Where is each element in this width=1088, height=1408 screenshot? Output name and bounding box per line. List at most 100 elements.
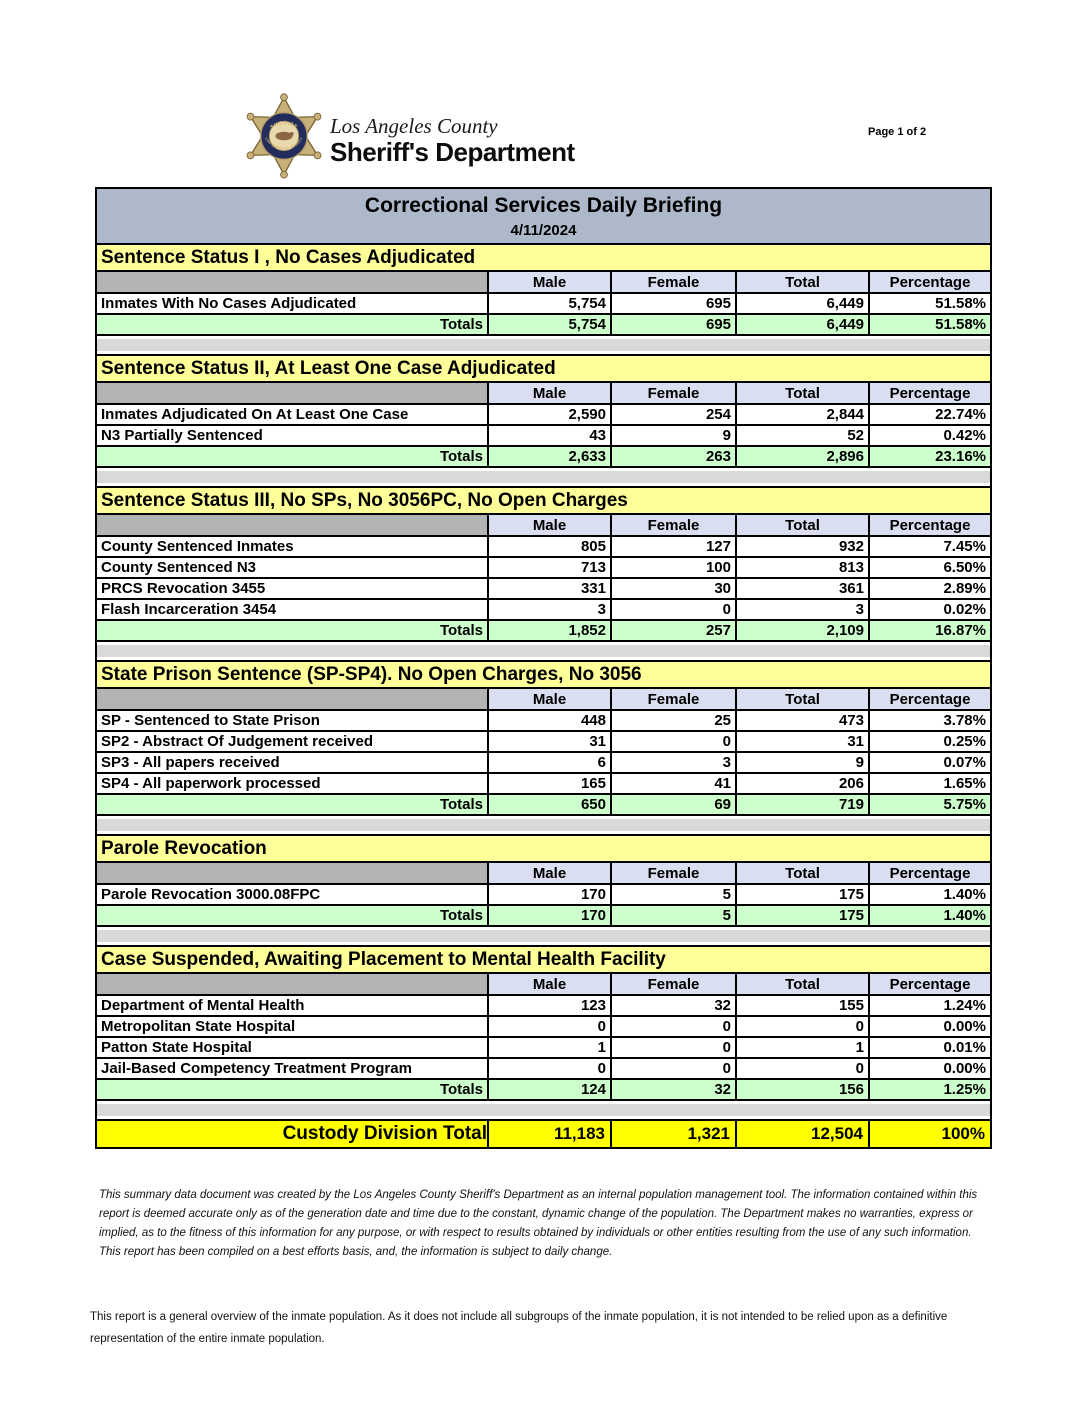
column-header-blank <box>95 513 489 537</box>
cell-total: 175 <box>735 883 870 906</box>
cell-female: 0 <box>610 1057 737 1080</box>
section-spacer <box>95 640 992 662</box>
cell-male: 165 <box>487 772 612 795</box>
column-header-blank <box>95 972 489 996</box>
table-row: Metropolitan State Hospital 0 0 0 0.00% <box>95 1015 992 1038</box>
cell-male: 1 <box>487 1036 612 1059</box>
section-spacer <box>95 1099 992 1121</box>
cell-female: 3 <box>610 751 737 774</box>
column-header-row: Male Female Total Percentage <box>95 513 992 537</box>
totals-male: 124 <box>487 1078 612 1101</box>
cell-total: 206 <box>735 772 870 795</box>
column-header-row: Male Female Total Percentage <box>95 381 992 405</box>
col-header-total: Total <box>735 513 870 537</box>
totals-percentage: 1.40% <box>868 904 992 927</box>
totals-male: 5,754 <box>487 313 612 336</box>
cell-male: 31 <box>487 730 612 753</box>
cell-female: 41 <box>610 772 737 795</box>
grand-total-label: Custody Division Total <box>95 1119 489 1149</box>
totals-total: 175 <box>735 904 870 927</box>
totals-total: 2,109 <box>735 619 870 642</box>
section-header: Sentence Status II, At Least One Case Ad… <box>95 354 992 383</box>
cell-percentage: 1.40% <box>868 883 992 906</box>
row-label: SP3 - All papers received <box>95 751 489 774</box>
column-header-blank <box>95 381 489 405</box>
totals-total: 2,896 <box>735 445 870 468</box>
cell-percentage: 0.00% <box>868 1015 992 1038</box>
section-spacer <box>95 334 992 356</box>
cell-female: 127 <box>610 535 737 558</box>
section-spacer <box>95 466 992 488</box>
cell-female: 9 <box>610 424 737 447</box>
col-header-percentage: Percentage <box>868 270 992 294</box>
column-header-row: Male Female Total Percentage <box>95 270 992 294</box>
totals-total: 156 <box>735 1078 870 1101</box>
section-title: Parole Revocation <box>95 834 992 863</box>
column-header-blank <box>95 270 489 294</box>
cell-percentage: 7.45% <box>868 535 992 558</box>
report-title: Correctional Services Daily Briefing <box>364 194 723 217</box>
cell-male: 713 <box>487 556 612 579</box>
totals-row: Totals 5,754 695 6,449 51.58% <box>95 313 992 336</box>
totals-percentage: 51.58% <box>868 313 992 336</box>
col-header-female: Female <box>610 861 737 885</box>
cell-percentage: 6.50% <box>868 556 992 579</box>
col-header-female: Female <box>610 381 737 405</box>
cell-female: 254 <box>610 403 737 426</box>
totals-row: Totals 2,633 263 2,896 23.16% <box>95 445 992 468</box>
section-spacer <box>95 925 992 947</box>
cell-total: 0 <box>735 1057 870 1080</box>
section-title: Sentence Status III, No SPs, No 3056PC, … <box>95 486 992 515</box>
col-header-male: Male <box>487 513 612 537</box>
logo-county-line: Los Angeles County <box>330 114 498 138</box>
table-row: PRCS Revocation 3455 331 30 361 2.89% <box>95 577 992 600</box>
col-header-total: Total <box>735 381 870 405</box>
totals-percentage: 5.75% <box>868 793 992 816</box>
col-header-total: Total <box>735 687 870 711</box>
col-header-male: Male <box>487 687 612 711</box>
section-header: Parole Revocation <box>95 834 992 863</box>
row-label: Jail-Based Competency Treatment Program <box>95 1057 489 1080</box>
col-header-percentage: Percentage <box>868 381 992 405</box>
column-header-row: Male Female Total Percentage <box>95 972 992 996</box>
cell-percentage: 0.25% <box>868 730 992 753</box>
col-header-male: Male <box>487 381 612 405</box>
column-header-row: Male Female Total Percentage <box>95 861 992 885</box>
cell-female: 5 <box>610 883 737 906</box>
totals-row: Totals 1,852 257 2,109 16.87% <box>95 619 992 642</box>
section-header: Sentence Status I , No Cases Adjudicated <box>95 243 992 272</box>
cell-female: 0 <box>610 1015 737 1038</box>
cell-male: 3 <box>487 598 612 621</box>
svg-text:SHERIFF: SHERIFF <box>269 120 298 130</box>
cell-percentage: 0.01% <box>868 1036 992 1059</box>
cell-male: 123 <box>487 994 612 1017</box>
row-label: Parole Revocation 3000.08FPC <box>95 883 489 906</box>
totals-percentage: 1.25% <box>868 1078 992 1101</box>
section-title: Sentence Status II, At Least One Case Ad… <box>95 354 992 383</box>
totals-label: Totals <box>95 313 489 336</box>
cell-total: 473 <box>735 709 870 732</box>
totals-female: 263 <box>610 445 737 468</box>
cell-percentage: 22.74% <box>868 403 992 426</box>
cell-total: 52 <box>735 424 870 447</box>
cell-female: 0 <box>610 1036 737 1059</box>
section-title: State Prison Sentence (SP-SP4). No Open … <box>95 660 992 689</box>
table-row: SP2 - Abstract Of Judgement received 31 … <box>95 730 992 753</box>
logo-department-line: Sheriff's Department <box>330 137 575 167</box>
row-label: County Sentenced N3 <box>95 556 489 579</box>
totals-male: 2,633 <box>487 445 612 468</box>
report-title-bar: Correctional Services Daily Briefing 4/1… <box>95 187 992 245</box>
cell-total: 9 <box>735 751 870 774</box>
totals-label: Totals <box>95 445 489 468</box>
col-header-female: Female <box>610 687 737 711</box>
cell-total: 31 <box>735 730 870 753</box>
section-header: Sentence Status III, No SPs, No 3056PC, … <box>95 486 992 515</box>
cell-female: 0 <box>610 730 737 753</box>
cell-total: 1 <box>735 1036 870 1059</box>
cell-female: 695 <box>610 292 737 315</box>
cell-male: 5,754 <box>487 292 612 315</box>
totals-label: Totals <box>95 793 489 816</box>
row-label: Patton State Hospital <box>95 1036 489 1059</box>
col-header-total: Total <box>735 861 870 885</box>
col-header-total: Total <box>735 270 870 294</box>
